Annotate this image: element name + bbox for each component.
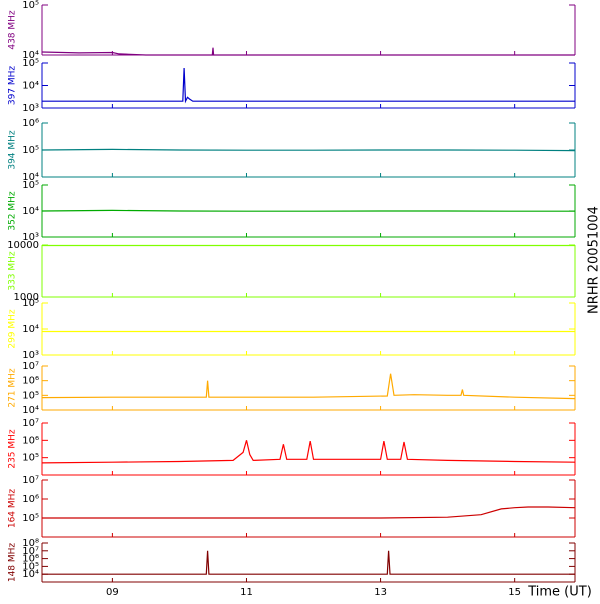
y-tick-label: 10⁶ — [22, 118, 39, 129]
series-line — [42, 48, 575, 55]
y-tick-label: 10⁶ — [22, 376, 39, 387]
y-tick-label: 10⁷ — [22, 475, 39, 486]
y-tick-label: 10⁶ — [22, 494, 39, 505]
y-tick-label: 10⁵ — [22, 390, 39, 401]
series-line — [42, 374, 575, 399]
series-line — [42, 551, 575, 574]
y-tick-label: 10⁵ — [22, 58, 39, 69]
y-tick-label: 10⁵ — [22, 145, 39, 156]
y-tick-label: 10000 — [7, 240, 39, 251]
y-tick-label: 10⁵ — [22, 298, 39, 309]
x-tick-label: 15 — [508, 587, 521, 598]
y-tick-label: 10⁵ — [22, 453, 39, 464]
y-tick-label: 10⁴ — [22, 81, 39, 92]
x-tick-label: 11 — [240, 587, 253, 598]
series-line — [42, 440, 575, 463]
y-tick-label: 10⁴ — [22, 206, 39, 217]
series-line — [42, 149, 575, 150]
y-tick-label: 10⁵ — [22, 513, 39, 524]
y-tick-label: 10⁴ — [22, 324, 39, 335]
y-axis-label: 164 MHz — [8, 489, 18, 529]
y-tick-label: 10⁷ — [22, 418, 39, 429]
y-axis-label: 235 MHz — [8, 429, 18, 469]
series-line — [42, 68, 575, 101]
y-axis-label: 397 MHz — [8, 66, 18, 106]
x-tick-label: 13 — [374, 587, 387, 598]
y-axis-label: 333 MHz — [8, 251, 18, 291]
y-tick-label: 10⁴ — [22, 405, 39, 416]
y-tick-label: 10⁸ — [22, 538, 39, 549]
y-axis-label: 438 MHz — [8, 10, 18, 50]
side-title: NRHR 20051004 — [587, 206, 600, 314]
x-tick-label: 09 — [106, 587, 119, 598]
y-axis-label: 299 MHz — [8, 309, 18, 349]
y-axis-label: 148 MHz — [8, 543, 18, 583]
y-tick-label: 10⁷ — [22, 361, 39, 372]
series-line — [42, 507, 575, 518]
x-axis-label: Time (UT) — [527, 585, 592, 600]
y-axis-label: 271 MHz — [8, 368, 18, 408]
y-tick-label: 10³ — [22, 103, 39, 114]
y-axis-label: 352 MHz — [8, 191, 18, 231]
series-line — [42, 210, 575, 211]
y-tick-label: 10³ — [22, 350, 39, 361]
y-tick-label: 10⁵ — [22, 180, 39, 191]
y-tick-label: 10⁵ — [22, 0, 39, 11]
y-tick-label: 10⁶ — [22, 435, 39, 446]
y-axis-label: 394 MHz — [8, 130, 18, 170]
